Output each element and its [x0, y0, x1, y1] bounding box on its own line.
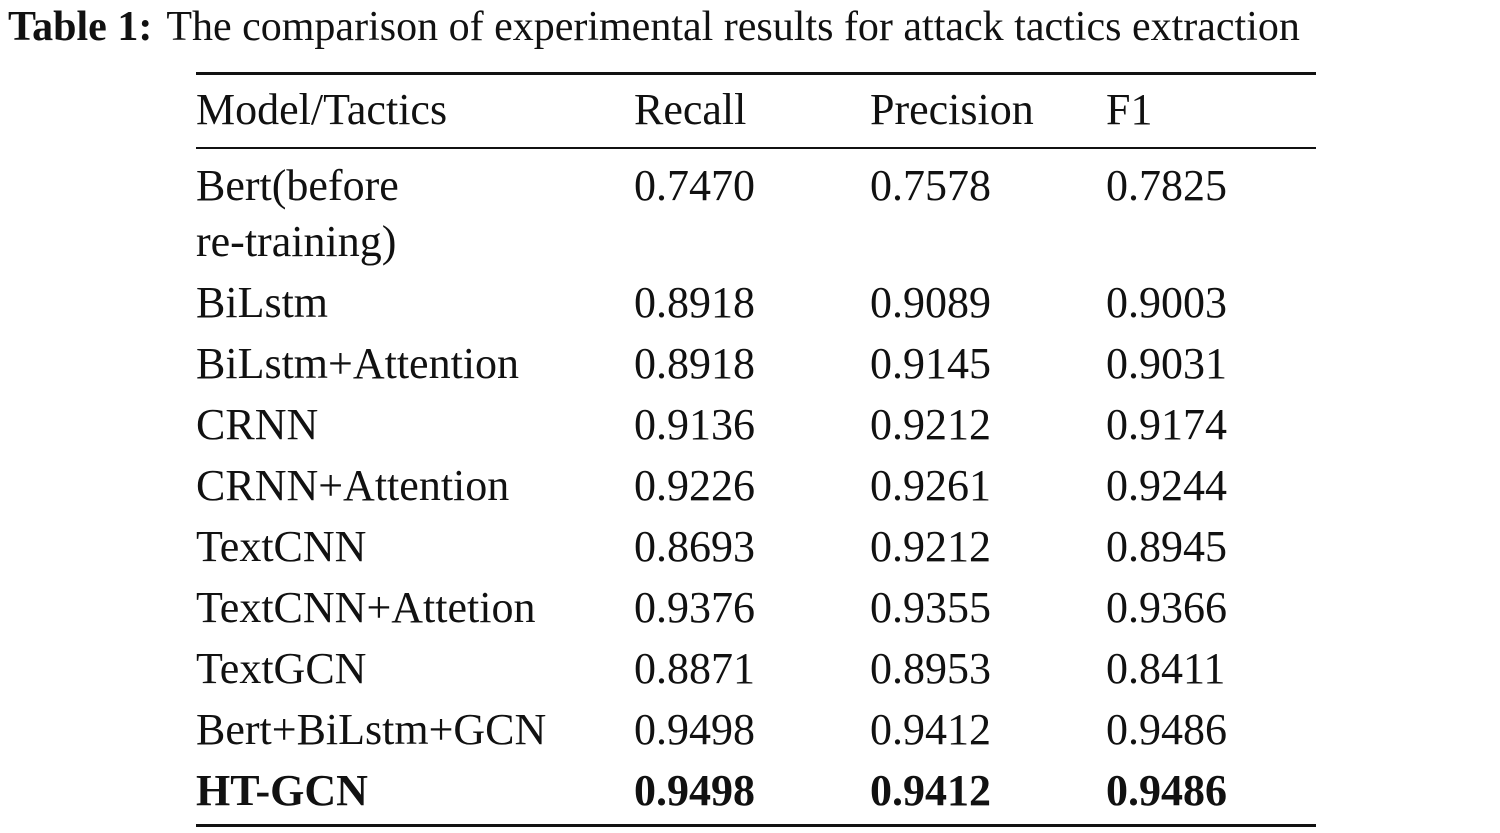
f1-cell: 0.9174: [1106, 400, 1227, 449]
recall-cell: 0.9226: [634, 461, 755, 510]
caption-label: Table 1:: [8, 4, 153, 50]
top-rule: [196, 72, 1316, 75]
f1-cell: 0.9486: [1106, 705, 1227, 754]
recall-cell: 0.9136: [634, 400, 755, 449]
bottom-rule: [196, 824, 1316, 827]
recall-cell: 0.9498: [634, 766, 755, 815]
precision-cell: 0.9412: [870, 705, 991, 754]
f1-cell: 0.9486: [1106, 766, 1227, 815]
precision-cell: 0.9212: [870, 522, 991, 571]
f1-cell: 0.8945: [1106, 522, 1227, 571]
f1-cell: 0.9003: [1106, 278, 1227, 327]
model-cell: CRNN+Attention: [196, 461, 510, 510]
header-f1: F1: [1106, 85, 1153, 134]
precision-cell: 0.9145: [870, 339, 991, 388]
model-cell: BiLstm+Attention: [196, 339, 520, 388]
recall-cell: 0.8918: [634, 278, 755, 327]
header-precision: Precision: [870, 85, 1034, 134]
model-cell: Bert(before re-training): [196, 161, 399, 266]
model-cell: CRNN: [196, 400, 319, 449]
recall-cell: 0.7470: [634, 161, 755, 210]
recall-cell: 0.9376: [634, 583, 755, 632]
f1-cell: 0.7825: [1106, 161, 1227, 210]
precision-cell: 0.9355: [870, 583, 991, 632]
recall-cell: 0.8693: [634, 522, 755, 571]
model-cell: TextCNN+Attetion: [196, 583, 536, 632]
f1-cell: 0.9244: [1106, 461, 1227, 510]
header-model: Model/Tactics: [196, 85, 448, 134]
caption-text: The comparison of experimental results f…: [166, 4, 1300, 50]
precision-cell: 0.9089: [870, 278, 991, 327]
precision-cell: 0.8953: [870, 644, 991, 693]
f1-cell: 0.9366: [1106, 583, 1227, 632]
recall-cell: 0.8871: [634, 644, 755, 693]
model-cell: TextCNN: [196, 522, 367, 571]
model-cell: BiLstm: [196, 278, 329, 327]
recall-cell: 0.8918: [634, 339, 755, 388]
model-cell: Bert+BiLstm+GCN: [196, 705, 547, 754]
header-recall: Recall: [634, 85, 747, 134]
model-cell: TextGCN: [196, 644, 367, 693]
model-cell: HT-GCN: [196, 766, 368, 815]
precision-cell: 0.9212: [870, 400, 991, 449]
table-caption: Table 1: The comparison of experimental r…: [8, 2, 1498, 52]
header-rule: [196, 147, 1316, 149]
results-table: Model/Tactics Recall Precision F1 Bert(b…: [196, 72, 1316, 828]
f1-cell: 0.9031: [1106, 339, 1227, 388]
precision-cell: 0.9412: [870, 766, 991, 815]
recall-cell: 0.9498: [634, 705, 755, 754]
precision-cell: 0.7578: [870, 161, 991, 210]
f1-cell: 0.8411: [1106, 644, 1226, 693]
precision-cell: 0.9261: [870, 461, 991, 510]
